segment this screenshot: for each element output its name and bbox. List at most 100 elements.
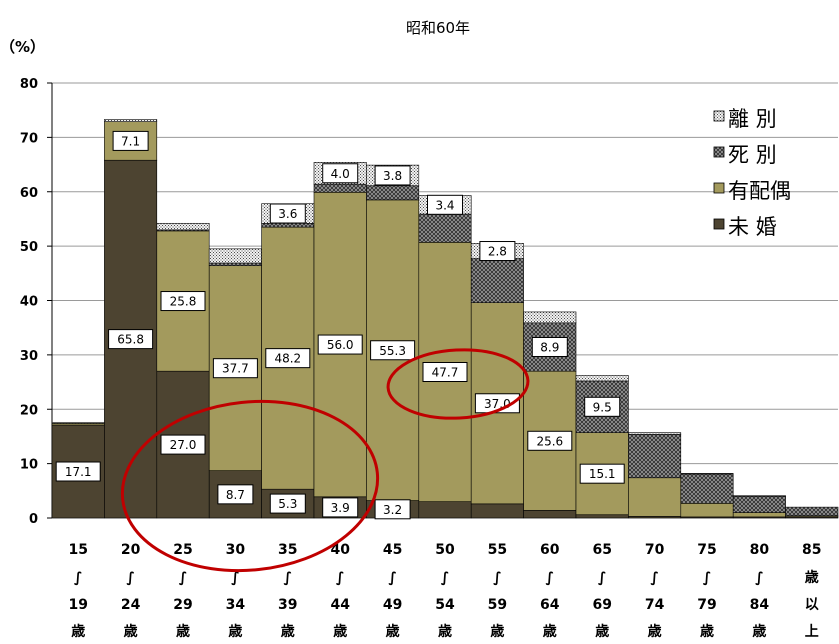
bar-unmarried-9 [523,510,577,519]
bars-group [51,119,839,519]
y-tick-label-20: 20 [20,403,38,418]
data-label-box-married-9 [527,430,573,451]
y-tick-label-50: 50 [20,240,38,255]
bar-widowed-5 [313,183,367,193]
data-label-married-4: 48.2 [274,352,301,366]
y-tick-label-40: 40 [20,295,38,310]
data-label-married-8: 37.0 [484,397,511,411]
data-label-widowed-10: 9.5 [593,400,612,414]
data-label-unmarried-3: 8.7 [226,488,245,502]
data-label-box-widowed-10 [584,396,621,417]
bar-unmarried-10 [575,514,629,519]
legend-label-3: 未 婚 [728,215,777,239]
bar-widowed-13 [732,495,786,513]
x-tick-label-3-1: ∫ [231,570,240,586]
x-tick-label-8-3: 歳 [490,623,504,640]
y-tick-label-0: 0 [29,512,38,527]
x-tick-label-1-2: 24 [121,597,141,613]
x-tick-label-1-1: ∫ [126,570,135,586]
x-tick-label-10-3: 歳 [595,623,609,640]
data-label-divorced-5: 4.0 [331,167,350,181]
x-tick-label-4-3: 歳 [281,623,295,640]
x-tick-label-7-2: 54 [435,597,455,613]
x-tick-label-3-0: 30 [226,542,246,558]
annotation-ellipse-young [120,399,380,573]
bar-unmarried-7 [418,501,472,519]
x-tick-label-10-2: 69 [592,597,611,613]
data-label-divorced-8: 2.8 [488,245,507,259]
x-tick-label-0-1: ∫ [74,570,83,586]
x-tick-label-7-3: 歳 [438,623,452,640]
data-label-married-1: 7.1 [121,134,140,148]
x-tick-label-13-2: 84 [750,597,770,613]
data-label-unmarried-0: 17.1 [65,465,92,479]
bar-widowed-6 [366,185,420,201]
annotation-ellipse-middle [386,348,530,420]
x-tick-label-2-2: 29 [173,597,192,613]
bar-married-13 [732,512,786,518]
x-tick-label-9-1: ∫ [546,570,555,586]
chart-title: 昭和60年 [406,19,470,37]
legend-label-2: 有配偶 [728,179,791,203]
x-tick-label-5-2: 44 [330,597,350,613]
x-tick-label-12-0: 75 [697,542,716,558]
x-tick-label-5-0: 40 [330,542,350,558]
x-tick-label-12-3: 歳 [700,623,714,640]
data-label-box-married-3 [212,358,258,379]
data-label-box-unmarried-0 [55,461,101,482]
bar-divorced-0 [51,421,105,424]
data-label-box-divorced-5 [322,163,359,184]
x-tick-label-10-0: 65 [592,542,611,558]
bar-divorced-11 [628,432,682,435]
data-label-married-3: 37.7 [222,362,249,376]
x-tick-label-8-2: 59 [488,597,507,613]
x-tick-label-14-3: 上 [805,624,819,640]
data-label-widowed-9: 8.9 [540,340,559,354]
x-tick-label-6-1: ∫ [388,570,397,586]
data-label-box-unmarried-1 [108,329,154,350]
x-tick-label-11-2: 74 [645,597,665,613]
data-label-box-married-6 [370,340,416,361]
x-tick-label-6-2: 49 [383,597,402,613]
y-tick-label-60: 60 [20,186,38,201]
data-label-married-6: 55.3 [379,344,406,358]
y-tick-label-70: 70 [20,131,38,146]
data-label-married-7: 47.7 [432,366,459,380]
legend-swatch-1 [713,146,725,158]
data-label-married-9: 25.6 [536,434,563,448]
x-tick-label-9-2: 64 [540,597,560,613]
x-tick-label-0-2: 19 [68,597,87,613]
data-label-married-10: 15.1 [589,467,616,481]
bar-widowed-14 [785,506,839,517]
data-label-box-divorced-8 [479,241,516,262]
data-label-box-divorced-6 [374,165,411,186]
x-tick-label-1-3: 歳 [124,623,138,640]
x-tick-label-6-0: 45 [383,542,402,558]
x-tick-label-4-0: 35 [278,542,297,558]
bar-widowed-12 [680,473,734,504]
y-axis-ticks: 0 10 20 30 40 50 60 70 80 [20,77,53,527]
data-label-divorced-7: 3.4 [435,198,454,212]
bar-divorced-2 [156,222,210,231]
x-tick-label-7-1: ∫ [441,570,450,586]
y-tick-label-80: 80 [20,77,38,92]
bar-widowed-4 [261,222,315,228]
data-label-married-5: 56.0 [327,338,354,352]
data-label-box-married-4 [265,348,311,369]
x-tick-label-3-3: 歳 [228,623,242,640]
y-tick-label-30: 30 [20,349,38,364]
bar-divorced-1 [104,119,158,122]
x-tick-label-14-2: 以 [805,597,819,613]
x-tick-label-13-1: ∫ [755,570,764,586]
legend-swatch-2 [713,182,725,194]
x-tick-label-0-0: 15 [68,542,87,558]
data-label-divorced-6: 3.8 [383,169,402,183]
data-label-box-unmarried-3 [217,484,254,505]
x-tick-label-8-1: ∫ [493,570,502,586]
bar-widowed-8 [470,258,524,303]
data-label-box-married-1 [112,130,149,151]
x-tick-label-12-2: 79 [697,597,716,613]
legend-label-1: 死 別 [728,143,777,167]
data-label-box-unmarried-2 [160,434,206,455]
